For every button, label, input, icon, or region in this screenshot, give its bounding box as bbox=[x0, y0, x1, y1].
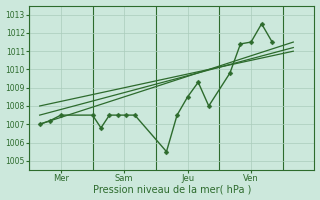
X-axis label: Pression niveau de la mer( hPa ): Pression niveau de la mer( hPa ) bbox=[92, 184, 251, 194]
